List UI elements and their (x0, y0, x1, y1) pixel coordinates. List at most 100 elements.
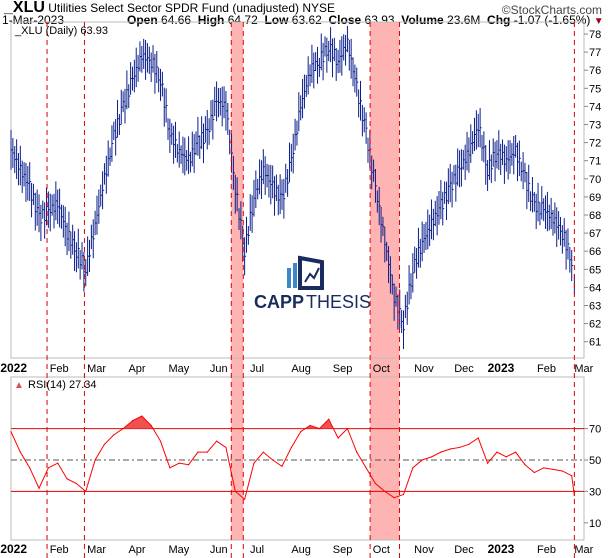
rsi-point (19, 451, 21, 453)
change-label: Chg (487, 13, 511, 27)
rsi-legend: RSI(14) 27.34 (28, 379, 96, 391)
price-tick-label: 71 (589, 156, 601, 168)
rsi-point (29, 467, 31, 469)
rsi-point (561, 470, 563, 472)
rsi-point (150, 424, 152, 427)
rsi-point (103, 443, 106, 445)
rsi-point (141, 415, 143, 417)
rsi-point (356, 451, 358, 453)
rsi-point (486, 462, 489, 464)
rsi-point (290, 446, 292, 449)
rsi-point (365, 467, 367, 469)
rsi-point (412, 467, 414, 469)
x-tick-label: Nov (414, 544, 434, 556)
logo-text-light: THESIS (306, 292, 371, 312)
price-tick-label: 68 (589, 210, 601, 222)
price-tick-label: 76 (589, 65, 601, 77)
price-tick-label: 78 (589, 29, 601, 41)
x-tick-label: 2023 (488, 361, 515, 375)
open-label: Open (127, 13, 158, 27)
rsi-point (374, 482, 377, 485)
price-tick-label: 75 (589, 83, 601, 95)
price-tick-label: 61 (589, 337, 601, 349)
rsi-point (552, 468, 554, 471)
rsi-point (515, 451, 517, 453)
rsi-point (66, 478, 68, 480)
rsi-point (94, 459, 96, 461)
rsi-point (234, 490, 236, 492)
rsi-point (215, 440, 218, 442)
rsi-point (524, 464, 526, 466)
rsi-point (225, 446, 227, 449)
rsi-point (159, 440, 162, 442)
rsi-point (384, 490, 386, 492)
logo-text-bold: CAPP (254, 292, 304, 312)
rsi-point (533, 471, 535, 474)
rsi-tick-label: 30 (589, 486, 601, 498)
quote-date: 1-Mar-2023 (2, 13, 65, 27)
security-name: Utilities Select Sector SPDR Fund (unadj… (48, 1, 336, 15)
rsi-point (328, 418, 330, 420)
rsi-point (122, 428, 124, 430)
x-tick-label: Mar (574, 544, 593, 556)
rsi-point (169, 467, 171, 469)
symbol: _XLU (4, 0, 45, 16)
x-tick-label: Nov (414, 363, 434, 375)
rsi-panel (10, 376, 585, 541)
rsi-point (496, 451, 498, 453)
rsi-point (187, 464, 190, 466)
rsi-point (47, 467, 49, 469)
low-label: Low (264, 13, 289, 27)
rsi-point (262, 451, 264, 453)
x-tick-label: Jun (210, 363, 228, 375)
rsi-point (113, 434, 115, 436)
rsi-point (468, 443, 470, 445)
rsi-tick-label: 10 (589, 518, 601, 530)
price-tick-label: 63 (589, 301, 601, 313)
price-tick-label: 62 (589, 319, 601, 331)
rsi-point (393, 497, 395, 499)
x-tick-label: Aug (291, 363, 311, 375)
rsi-line (10, 415, 575, 501)
rsi-point (272, 459, 274, 461)
rsi-point (573, 494, 575, 497)
price-tick-label: 67 (589, 228, 601, 240)
rsi-point (543, 467, 545, 469)
x-tick-label: Feb (50, 544, 69, 556)
rsi-point (571, 475, 573, 477)
rsi-point (75, 482, 78, 485)
x-tick-label: Sep (333, 363, 353, 375)
x-tick-label: Feb (537, 544, 556, 556)
rsi-point (206, 451, 208, 453)
price-legend: _XLU (Daily) 63.93 (14, 25, 108, 37)
rsi-point (318, 428, 320, 430)
x-tick-label: Aug (291, 544, 311, 556)
rsi-point (346, 428, 349, 430)
shaded-region (231, 22, 244, 540)
rsi-point (131, 420, 134, 422)
rsi-point (57, 462, 59, 464)
x-tick-label: Oct (373, 363, 390, 375)
x-tick-label: Jul (250, 544, 264, 556)
rsi-point (458, 446, 461, 449)
rsi-point (402, 493, 405, 496)
rsi-point (197, 451, 199, 453)
rsi-point (505, 456, 507, 458)
x-tick-label: 2022 (0, 361, 27, 375)
price-tick-label: 66 (589, 246, 601, 258)
rsi-point (244, 498, 246, 500)
x-tick-label: 2023 (488, 542, 515, 556)
shaded-region (370, 22, 400, 540)
rsi-tick-label: 70 (589, 424, 601, 436)
open-value: 64.66 (161, 13, 192, 27)
price-tick-label: 77 (589, 47, 601, 59)
capp-thesis-logo: CAPP THESIS (254, 255, 371, 312)
x-tick-label: 2022 (0, 542, 27, 556)
price-tick-label: 64 (589, 282, 601, 294)
x-tick-label: May (169, 363, 190, 375)
x-tick-label: Apr (128, 544, 145, 556)
rsi-point (440, 451, 442, 453)
change-value: -1.07 (-1.65%) (513, 13, 591, 27)
